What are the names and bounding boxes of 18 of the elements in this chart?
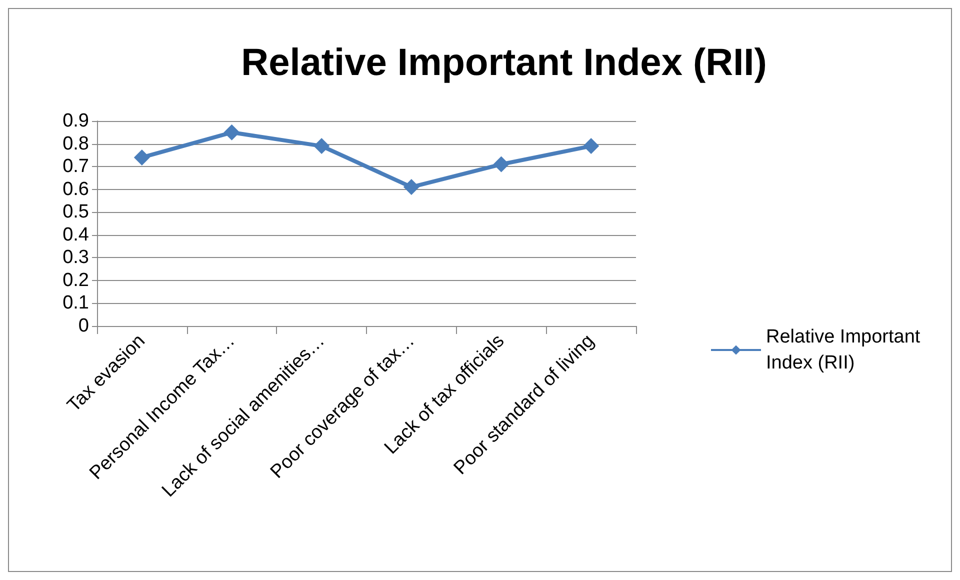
point [224,124,240,140]
point [493,156,510,172]
legend-label: Relative Important Index (RII) [766,326,926,374]
y-tick-label: 0.2 [62,270,89,291]
y-tick-label: 0.3 [62,247,89,268]
y-tick-label: 0.8 [62,133,89,154]
y-tick-label: 0.7 [62,156,89,178]
chart-title: Relative Important Index (RII) [241,42,767,84]
y-tick-label: 0.6 [62,178,89,200]
point [314,138,330,154]
point [403,179,420,196]
point [583,138,600,154]
y-tick-label: 0.1 [62,292,89,314]
y-tick-label: 0.4 [62,224,90,246]
y-tick-label: 0 [78,316,89,336]
y-tick-label: 0.9 [62,110,89,132]
y-tick-label: 0.5 [62,202,89,223]
point [134,149,150,166]
